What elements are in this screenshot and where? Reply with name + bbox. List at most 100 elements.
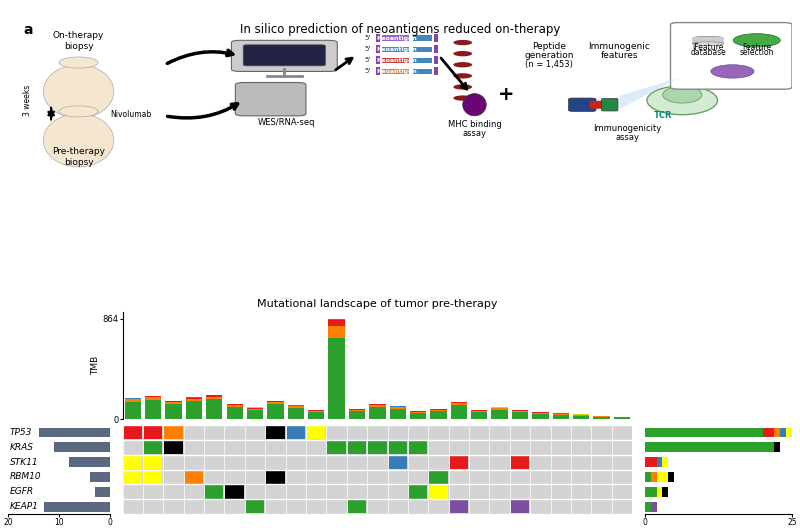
Bar — [434, 45, 438, 53]
Bar — [532, 414, 549, 419]
FancyBboxPatch shape — [602, 99, 618, 111]
Bar — [390, 408, 406, 409]
Bar — [123, 426, 142, 439]
FancyBboxPatch shape — [243, 45, 326, 66]
Bar — [413, 58, 432, 63]
Bar — [491, 410, 508, 419]
Circle shape — [454, 73, 472, 78]
Y-axis label: TMB: TMB — [90, 356, 100, 375]
Bar — [645, 457, 657, 467]
Bar — [349, 411, 365, 419]
Bar — [430, 410, 446, 411]
Text: STK11: STK11 — [10, 457, 38, 466]
Bar — [186, 398, 202, 399]
Bar — [614, 418, 630, 419]
Bar — [329, 319, 345, 320]
Bar — [166, 401, 182, 402]
Bar — [266, 470, 285, 484]
Bar — [247, 410, 263, 419]
Circle shape — [454, 95, 472, 101]
Text: On-therapy: On-therapy — [53, 31, 104, 40]
Bar — [657, 457, 662, 467]
Bar — [327, 440, 346, 454]
Text: TP53: TP53 — [10, 428, 33, 437]
Text: features: features — [601, 51, 638, 60]
Bar — [645, 487, 657, 497]
Bar — [512, 412, 528, 419]
Bar — [288, 405, 304, 407]
Circle shape — [59, 57, 98, 68]
Text: 5': 5' — [365, 35, 371, 41]
Text: KEAP1: KEAP1 — [10, 502, 39, 511]
Bar — [329, 320, 345, 326]
Text: biopsy: biopsy — [64, 42, 94, 51]
Bar — [434, 67, 438, 75]
Text: 3 weeks: 3 weeks — [23, 84, 32, 116]
Bar — [247, 409, 263, 410]
Text: MHC binding: MHC binding — [448, 120, 502, 129]
Bar — [377, 67, 381, 75]
Bar — [382, 47, 410, 52]
Bar — [266, 426, 285, 439]
Bar — [553, 414, 569, 419]
Bar — [413, 69, 432, 74]
Text: 34%: 34% — [649, 443, 667, 452]
Bar — [69, 457, 110, 467]
Text: Neoantigen: Neoantigen — [377, 58, 418, 63]
Bar — [145, 398, 162, 400]
Bar — [650, 502, 657, 511]
Bar — [348, 440, 366, 454]
Ellipse shape — [43, 65, 114, 118]
Text: Neoantigen: Neoantigen — [377, 69, 418, 74]
Bar — [471, 412, 487, 419]
Bar — [288, 407, 304, 408]
Bar — [144, 455, 162, 469]
Bar — [762, 428, 774, 437]
Circle shape — [454, 62, 472, 67]
Bar — [390, 407, 406, 408]
Text: 14%: 14% — [649, 487, 667, 496]
Bar — [267, 401, 283, 402]
Bar — [44, 502, 110, 511]
Bar — [434, 56, 438, 64]
Bar — [267, 402, 283, 404]
Bar — [349, 410, 365, 411]
FancyBboxPatch shape — [590, 101, 606, 109]
Bar — [308, 412, 324, 419]
Bar — [185, 470, 203, 484]
Bar — [144, 470, 162, 484]
Bar — [409, 485, 427, 499]
Text: 43%: 43% — [649, 428, 667, 437]
Circle shape — [733, 34, 780, 47]
Bar — [267, 404, 283, 419]
Bar — [329, 338, 345, 419]
Bar — [166, 404, 182, 419]
Bar — [450, 500, 468, 514]
Title: Mutational landscape of tumor pre-therapy: Mutational landscape of tumor pre-therap… — [257, 298, 498, 308]
Ellipse shape — [711, 65, 754, 78]
Bar — [662, 487, 668, 497]
Bar — [512, 411, 528, 412]
Bar — [369, 407, 386, 419]
Bar — [90, 472, 110, 482]
Text: Neoantigen: Neoantigen — [377, 36, 418, 41]
Bar — [382, 69, 410, 74]
Bar — [382, 58, 410, 63]
Bar — [377, 34, 381, 42]
Text: 14%: 14% — [649, 502, 667, 511]
Bar — [247, 408, 263, 409]
Bar — [164, 426, 182, 439]
Text: database: database — [690, 48, 726, 57]
Bar — [206, 395, 222, 396]
Text: assay: assay — [462, 129, 486, 138]
FancyBboxPatch shape — [569, 98, 596, 111]
Text: selection: selection — [739, 48, 774, 57]
Text: Immunogenicity: Immunogenicity — [594, 125, 662, 134]
Bar — [594, 416, 610, 417]
Text: In silico prediction of neoantigens reduced on-therapy: In silico prediction of neoantigens redu… — [240, 23, 560, 36]
Bar — [430, 409, 446, 410]
Bar — [780, 428, 786, 437]
Bar — [329, 326, 345, 338]
Bar — [413, 36, 432, 41]
Text: Immunogenic: Immunogenic — [589, 42, 650, 51]
